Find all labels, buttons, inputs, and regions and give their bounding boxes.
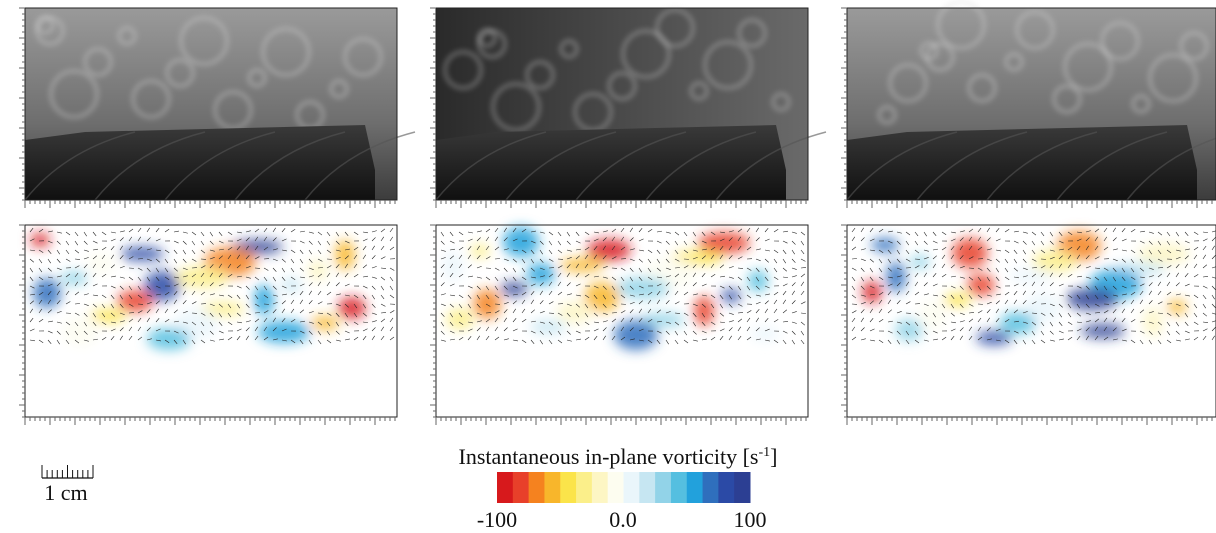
- vorticity-blob: [871, 238, 899, 252]
- colorbar-swatch: [497, 472, 513, 503]
- colorbar-swatch: [734, 472, 750, 503]
- vorticity-blob: [117, 290, 153, 312]
- vorticity-blob: [1009, 269, 1053, 283]
- scale-label: 1 cm: [44, 480, 87, 505]
- colorbar-title-sup: -1: [758, 445, 770, 460]
- colorbar-title-end: ]: [770, 444, 777, 469]
- colorbar-swatch: [592, 472, 608, 503]
- vorticity-blob: [952, 238, 988, 268]
- blade: [436, 125, 786, 200]
- colorbar-swatch: [671, 472, 687, 503]
- vorticity-field: [25, 225, 397, 417]
- flow-image: [436, 8, 826, 200]
- vorticity-blob: [587, 239, 631, 261]
- vorticity-blob: [976, 331, 1012, 345]
- vorticity-blob: [967, 274, 995, 296]
- vorticity-blob: [1000, 312, 1036, 334]
- colorbar-swatch: [608, 472, 624, 503]
- vorticity-blob: [311, 316, 339, 330]
- vorticity-blob: [527, 263, 555, 285]
- vorticity-blob: [1081, 324, 1125, 338]
- vorticity-blob: [694, 296, 714, 326]
- colorbar-swatch: [576, 472, 592, 503]
- vorticity-blob: [30, 233, 50, 247]
- colorbar-title-text: Instantaneous in-plane vorticity [s: [459, 444, 759, 469]
- flow-image: [847, 2, 1216, 200]
- vorticity-blob: [87, 252, 115, 274]
- colorbar-swatch: [687, 472, 703, 503]
- colorbar: [497, 472, 751, 503]
- colorbar-swatch: [655, 472, 671, 503]
- vorticity-blob: [254, 285, 274, 315]
- colorbar-swatch: [624, 472, 640, 503]
- vorticity-blob: [862, 281, 882, 303]
- vorticity-blob: [530, 320, 566, 334]
- colorbar-swatch: [718, 472, 734, 503]
- colorbar-swatch: [703, 472, 719, 503]
- vorticity-blob: [721, 289, 741, 303]
- vorticity-blob: [90, 309, 126, 323]
- vorticity-blob: [446, 308, 474, 330]
- colorbar-label: 0.0: [609, 507, 637, 532]
- vorticity-blob: [614, 320, 658, 350]
- vorticity-blob: [338, 297, 366, 319]
- panels: [19, 2, 1216, 425]
- colorbar-swatch: [529, 472, 545, 503]
- flow-image: [25, 8, 415, 200]
- vorticity-blob: [33, 278, 61, 308]
- vorticity-blob: [60, 271, 88, 285]
- vorticity-blob: [120, 247, 164, 261]
- vorticity-field: [847, 225, 1216, 417]
- vorticity-blob: [1138, 243, 1190, 265]
- scale-bar: [42, 465, 93, 478]
- vorticity-blob: [895, 319, 923, 341]
- colorbar-swatch: [513, 472, 529, 503]
- colorbar-title: Instantaneous in-plane vorticity [s-1]: [459, 444, 778, 469]
- vorticity-blob: [1167, 300, 1187, 314]
- vorticity-blob: [748, 270, 768, 292]
- colorbar-swatch: [544, 472, 560, 503]
- vorticity-blob: [943, 293, 971, 307]
- vorticity-blob: [1066, 288, 1118, 310]
- vorticity-field: [436, 225, 808, 417]
- vorticity-blob: [557, 301, 593, 323]
- colorbar-swatch: [639, 472, 655, 503]
- vorticity-blob: [910, 255, 930, 269]
- colorbar-swatch: [560, 472, 576, 503]
- figure: 1 cm Instantaneous in-plane vorticity [s…: [0, 0, 1216, 533]
- vorticity-blob: [751, 327, 779, 341]
- blade: [847, 125, 1197, 200]
- vorticity-blob: [919, 300, 947, 330]
- vorticity-blob: [1033, 250, 1077, 272]
- colorbar-label: -100: [477, 507, 517, 532]
- vorticity-blob: [308, 259, 328, 281]
- colorbar-label: 100: [734, 507, 767, 532]
- vorticity-blob: [281, 278, 301, 292]
- blade: [25, 125, 375, 200]
